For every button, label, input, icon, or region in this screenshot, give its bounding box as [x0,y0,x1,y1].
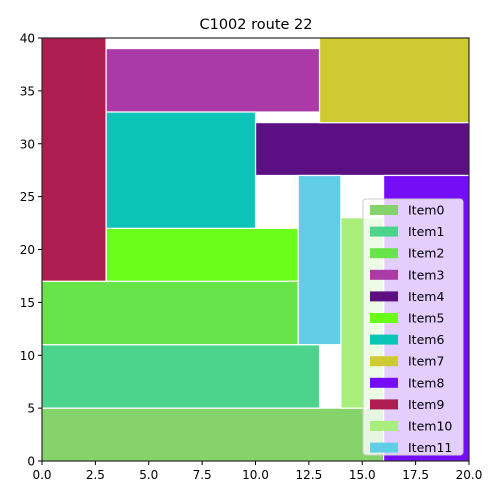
x-tick-label: 2.5 [86,468,105,482]
x-tick-label: 20.0 [456,468,483,482]
legend-label-item0: Item0 [408,203,444,218]
legend-swatch-item6 [370,334,398,345]
legend-swatch-item0 [370,205,398,215]
legend-label-item10: Item10 [408,419,452,434]
legend-swatch-item3 [370,269,398,280]
legend-swatch-item2 [370,248,398,259]
rect-item0 [41,407,385,462]
legend-label-item7: Item7 [408,354,444,369]
x-tick-label: 17.5 [402,468,429,482]
legend-label-item11: Item11 [408,440,452,455]
y-tick-label: 5 [27,402,35,416]
x-tick-label: 12.5 [296,468,323,482]
y-tick-label: 20 [20,243,35,257]
legend-swatch-item8 [370,377,398,388]
y-tick-label: 0 [27,455,35,469]
y-tick-label: 10 [20,349,35,363]
legend-label-item9: Item9 [408,397,444,412]
x-tick-label: 5.0 [139,468,158,482]
x-tick-label: 15.0 [349,468,376,482]
rect-item4 [254,121,470,177]
legend-label-item6: Item6 [408,332,444,347]
legend-label-item8: Item8 [408,375,444,390]
rect-item7 [318,37,470,124]
legend-label-item3: Item3 [408,267,444,282]
legend-label-item1: Item1 [408,224,444,239]
rect-item6 [105,111,257,229]
y-tick-label: 40 [20,32,35,46]
legend-box [362,198,464,456]
chart-title: C1002 route 22 [199,17,312,33]
axes: 0.0 2.5 5.0 7.5 10.0 12.5 15.0 17.5 20.0 0 5 10 15 20… [20,32,483,483]
y-tick-label: 15 [20,296,35,310]
rect-item1 [41,344,321,409]
x-tick-label: 10.0 [242,468,269,482]
rect-item3 [105,47,321,113]
legend-label-item5: Item5 [408,311,444,326]
x-tick-label: 7.5 [193,468,212,482]
legend-label-item2: Item2 [408,246,444,261]
legend-swatch-item4 [370,291,398,302]
legend-label-item4: Item4 [408,289,444,304]
rect-item5 [105,227,299,282]
legend-swatch-item10 [370,421,398,431]
rect-item9 [41,37,107,282]
legend-swatch-item11 [370,442,398,453]
legend-swatch-item9 [370,399,398,410]
legend-swatch-item5 [370,313,398,323]
legend-swatch-item1 [370,226,398,237]
rect-item11 [297,174,342,346]
rect-item2 [41,280,299,346]
legend-swatch-item7 [370,356,398,367]
y-tick-label: 25 [20,190,35,204]
y-tick-label: 35 [20,84,35,98]
x-tick-label: 0.0 [32,468,51,482]
y-tick-label: 30 [20,137,35,151]
legend: Item0 Item1 Item2 Item3 Item4 Item5 Item6 Item7… [362,198,464,456]
